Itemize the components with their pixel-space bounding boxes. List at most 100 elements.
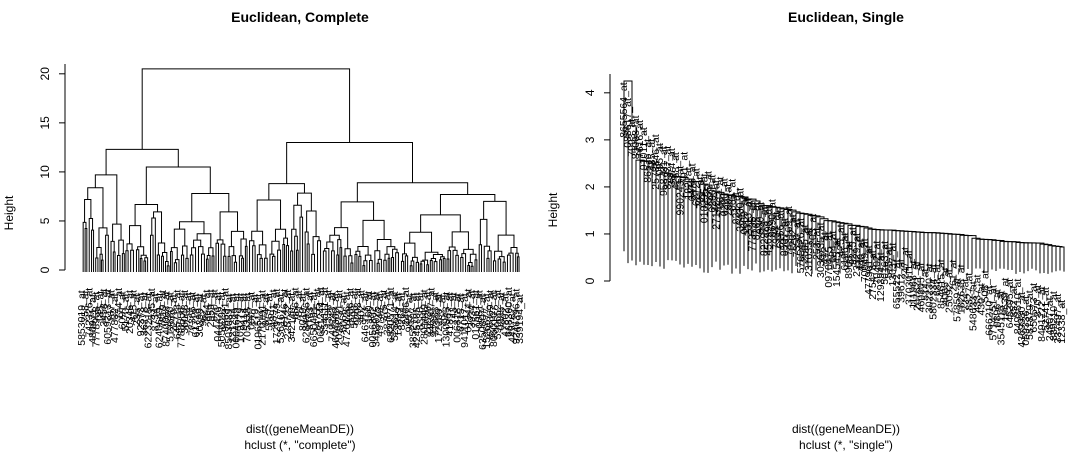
- y-ticks-complete: 0 5 10 15 20: [38, 67, 65, 273]
- dendrogram-link: [683, 178, 693, 268]
- leaf-label: 6350807_at: [477, 294, 489, 350]
- y-tick-label: 5: [38, 217, 52, 224]
- dendrogram-link: [452, 249, 458, 272]
- leaf-label: 0056802_at: [367, 292, 379, 348]
- dendrogram-link: [795, 212, 805, 267]
- dendrogram-link: [94, 174, 118, 225]
- dendrogram-link: [469, 253, 477, 263]
- leaf-label: 774_at: [113, 288, 125, 320]
- dendrogram-link: [508, 252, 514, 272]
- dendrogram-link: [134, 204, 159, 226]
- dendrogram-link: [87, 187, 104, 228]
- dendrogram-link: [121, 253, 125, 272]
- dendrogram-link: [460, 257, 464, 272]
- dendrogram-link: [487, 250, 492, 272]
- dendrogram-link: [317, 240, 322, 272]
- leaf-label: 172209_at: [433, 294, 445, 344]
- leaf-label: 6196_at: [839, 233, 851, 271]
- leaf-label: 6715_at: [455, 294, 467, 332]
- leaf-label: 5853019_at: [76, 290, 88, 346]
- dendrogram-link: [354, 254, 358, 272]
- x-axis-label-single: dist((geneMeanDE)): [792, 422, 900, 436]
- y-tick-label: 2: [583, 183, 597, 190]
- y-tick-label: 0: [38, 266, 52, 273]
- dendrogram-link: [492, 260, 497, 272]
- leaf-label: 088617_at: [622, 98, 634, 148]
- dendrogram-link: [231, 255, 236, 272]
- dendrogram-link: [291, 228, 297, 251]
- leaf-label: 0200_at: [718, 178, 730, 216]
- leaf-label: 25092_at: [943, 269, 955, 313]
- leaf-label: 402_at: [356, 290, 368, 322]
- leaf-label: 5802334_at: [927, 264, 939, 320]
- leaf-label: 688_at: [931, 264, 943, 296]
- dendrogram-link: [409, 265, 413, 272]
- dendrogram-link: [211, 255, 215, 272]
- leaf-label: 742326_at: [83, 288, 95, 338]
- dendrogram-link: [510, 247, 518, 254]
- leaf-label: 758_at: [80, 291, 92, 323]
- leaf-label: 8264_at: [396, 292, 408, 330]
- dendrogram-link: [268, 183, 305, 201]
- leaf-label: 01344_at: [462, 289, 474, 333]
- leaf-label: 0631244_at: [315, 287, 327, 343]
- leaf-label: 12338_at: [1056, 300, 1068, 344]
- dendrogram-complete-panel: Euclidean, Complete 0 5 10 15 20 Height 5853…: [2, 9, 526, 452]
- leaf-label: 185_at: [94, 291, 106, 323]
- leaf-label: 231635_at: [803, 227, 815, 277]
- dendrogram-link: [331, 250, 335, 272]
- dendrogram-link: [110, 240, 115, 272]
- dendrogram-link: [290, 250, 294, 272]
- leaf-label: 5698_at: [348, 290, 360, 328]
- leaf-label: 2959_at: [205, 289, 217, 327]
- leaf-label: 535_at: [146, 288, 158, 320]
- dendrogram-link: [424, 251, 439, 261]
- dendrogram-link: [1015, 241, 1025, 274]
- leaf-label: 9114_at: [238, 293, 250, 330]
- y-tick-label: 0: [583, 277, 597, 284]
- leaf-label: 668300_at: [503, 287, 515, 337]
- leaf-label: 36278_at: [139, 292, 151, 336]
- leaf-label: 8493510_at: [1012, 279, 1024, 335]
- leaf-label: 4891_at: [267, 289, 279, 327]
- dendrogram-link: [377, 258, 382, 272]
- leaf-label: 3874_at: [666, 148, 678, 186]
- dendrogram-link: [356, 182, 469, 202]
- dendrogram-link: [84, 228, 88, 272]
- dendrogram-link: [185, 257, 189, 272]
- leaf-label: 645395_at: [1004, 279, 1016, 329]
- dendrogram-link: [220, 243, 226, 272]
- leaf-label: 5056092_at: [216, 292, 228, 348]
- dendrogram-link: [478, 244, 483, 272]
- y-tick-label: 20: [38, 67, 52, 81]
- leaf-label: 575_at: [883, 246, 895, 278]
- leaf-label: 646913_at: [359, 293, 371, 343]
- leaf-label: 666210_at: [984, 286, 996, 336]
- leaf-label: 2595_at: [799, 225, 811, 263]
- dendrogram-link: [355, 250, 361, 257]
- dendrogram-link: [244, 245, 248, 272]
- dendrogram-link: [479, 218, 488, 247]
- y-ticks-single: 0 1 2 3 4: [583, 89, 610, 284]
- dendrogram-link: [486, 257, 490, 272]
- leaf-label: 70402_at: [871, 241, 883, 285]
- leaf-label: 870_at: [1032, 285, 1044, 317]
- y-tick-label: 4: [583, 89, 597, 96]
- dendrogram-link: [189, 254, 194, 272]
- dendrogram-link: [156, 254, 160, 272]
- dendrogram-link: [219, 211, 239, 240]
- method-label-single: hclust (*, "single"): [799, 438, 893, 452]
- dendrogram-link: [241, 257, 244, 272]
- leaf-label: 4726126_at: [341, 291, 353, 347]
- leaf-label: 7904_at: [771, 212, 783, 250]
- dendrogram-link: [196, 233, 212, 248]
- dendrogram-link: [1047, 245, 1056, 274]
- leaf-label: 017561_at: [470, 290, 482, 340]
- dendrogram-link: [322, 250, 327, 272]
- dendrogram-link: [1059, 246, 1065, 272]
- leaf-label: 3852707_at: [407, 293, 419, 349]
- leaf-label: 167_at: [105, 290, 117, 322]
- leaf-label: 261_at: [948, 260, 960, 292]
- leaf-label: 14755_at: [312, 288, 324, 332]
